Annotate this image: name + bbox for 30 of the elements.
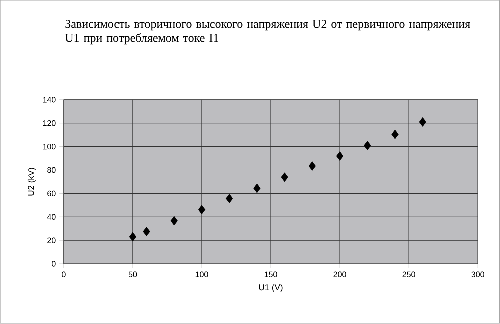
point <box>129 232 137 242</box>
x-tick-label: 50 <box>128 272 138 278</box>
point <box>419 118 426 127</box>
point <box>254 184 261 194</box>
point <box>364 141 372 150</box>
y-tick-label: 120 <box>43 120 56 126</box>
x-tick-label: 150 <box>264 272 278 278</box>
x-tick-label: 0 <box>62 272 66 278</box>
point <box>392 130 399 140</box>
point <box>281 172 288 182</box>
y-tick-label: 20 <box>48 238 56 244</box>
x-tick-label: 200 <box>334 272 346 278</box>
x-tick-label: 250 <box>402 272 416 278</box>
point <box>226 194 234 204</box>
y-tick-label: 140 <box>43 97 56 103</box>
y-tick-label: 80 <box>48 167 56 174</box>
x-axis-title: U1 (V) <box>259 284 283 292</box>
x-tick-label: 100 <box>196 272 208 278</box>
y-tick-label: 60 <box>48 190 56 197</box>
chart-title: Зависимость вторичного высокого напряжения U2 от первичного напряжения U1 при потребляемом токе I1 <box>65 20 470 45</box>
y-tick-label: 0 <box>52 261 56 267</box>
y-axis-title: U2 (kV) <box>28 168 36 196</box>
point <box>143 227 150 237</box>
y-tick-label: 100 <box>43 144 56 150</box>
point <box>336 152 344 162</box>
x-tick-label: 300 <box>472 272 484 278</box>
point <box>170 216 178 226</box>
y-tick-label: 40 <box>47 214 56 220</box>
point <box>308 162 316 171</box>
point <box>198 205 206 215</box>
